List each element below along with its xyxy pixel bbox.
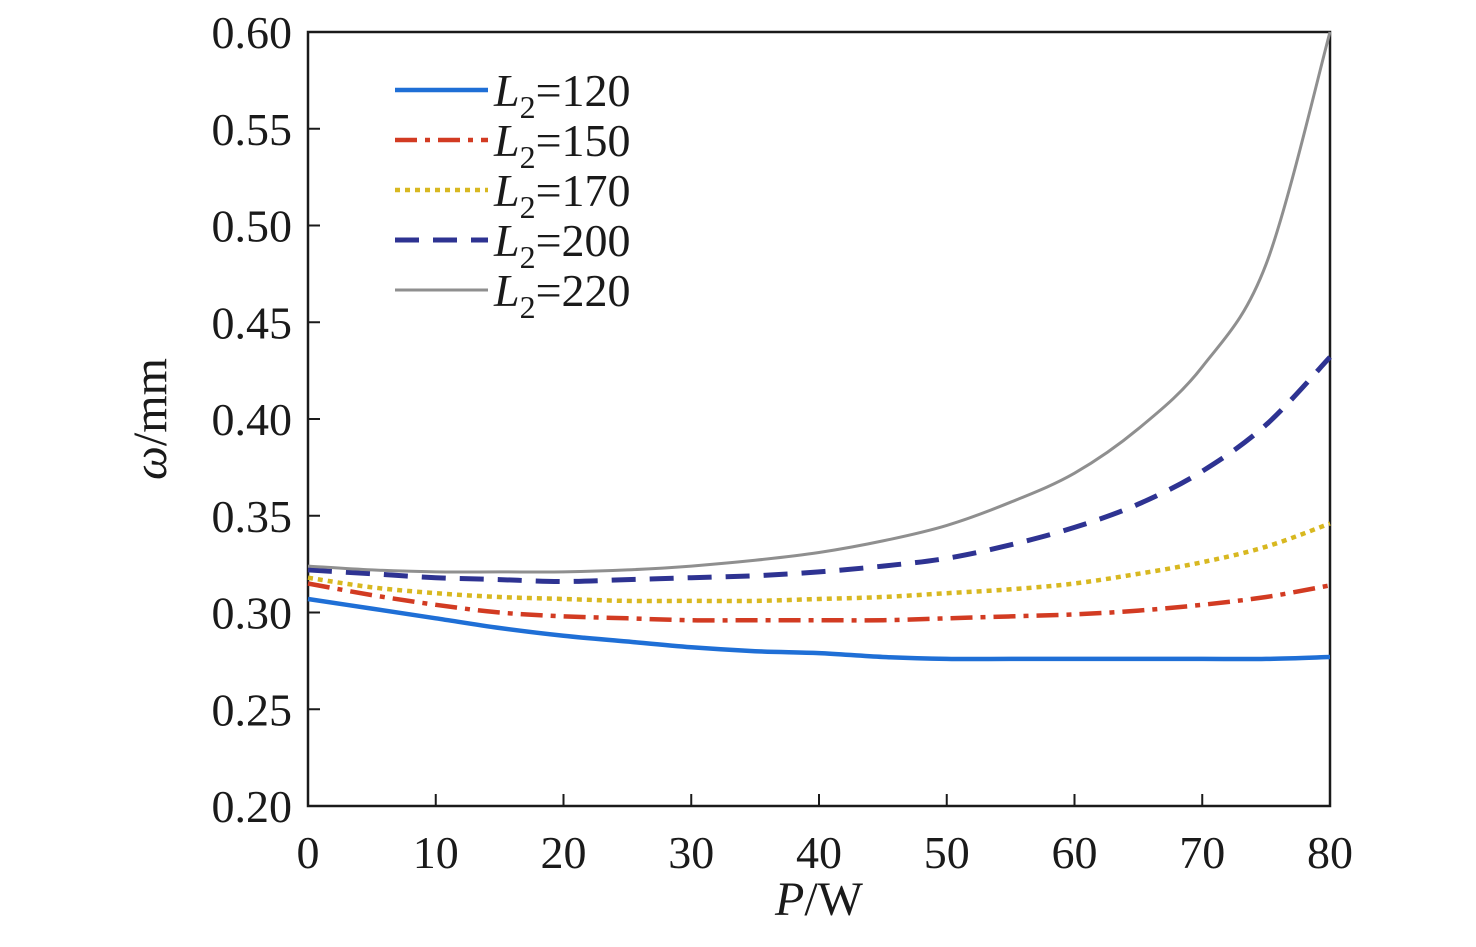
- plot-frame: [306, 30, 1332, 808]
- x-tick-label: 50: [924, 827, 970, 878]
- x-axis-ticks: 0 10 20 30 40 50 60 70 80: [297, 794, 1353, 878]
- legend-label-value: =120: [536, 65, 631, 116]
- y-tick-label: 0.35: [212, 491, 293, 542]
- y-axis-variable: ω: [124, 446, 177, 480]
- legend-label-subscript: 2: [520, 239, 536, 275]
- x-tick-label: 70: [1179, 827, 1225, 878]
- y-tick-label: 0.50: [212, 201, 293, 252]
- series-line-0: [307, 596, 1331, 662]
- legend-label-variable: L: [493, 165, 520, 216]
- legend-item-3: L2=200: [395, 215, 631, 275]
- legend-label-value: =200: [536, 215, 631, 266]
- x-tick-label: 0: [297, 827, 320, 878]
- x-axis-unit: /W: [804, 873, 863, 926]
- legend-label-subscript: 2: [520, 139, 536, 175]
- series-line-4: [307, 31, 1332, 574]
- legend-label-subscript: 2: [520, 189, 536, 225]
- legend-label-variable: L: [493, 115, 520, 166]
- legend-item-1: L2=150: [395, 115, 631, 175]
- legend-label: L2=200: [493, 215, 631, 275]
- legend-label: L2=150: [493, 115, 631, 175]
- x-tick-label: 10: [413, 827, 459, 878]
- y-tick-label: 0.45: [212, 297, 293, 348]
- legend-label-variable: L: [493, 265, 520, 316]
- series-line-1: [307, 581, 1331, 623]
- x-tick-label: 40: [796, 827, 842, 878]
- x-axis-title: P/W: [774, 873, 864, 926]
- x-tick-label: 60: [1052, 827, 1098, 878]
- legend-label-variable: L: [493, 215, 520, 266]
- series-line-3: [307, 355, 1332, 584]
- x-tick-label: 20: [541, 827, 587, 878]
- y-tick-label: 0.20: [212, 781, 293, 832]
- legend-label: L2=220: [493, 265, 631, 325]
- legend-label-subscript: 2: [520, 89, 536, 125]
- legend-label-subscript: 2: [520, 289, 536, 325]
- legend-item-2: L2=170: [395, 165, 631, 225]
- legend-item-0: L2=120: [395, 65, 631, 125]
- series-line-2: [307, 521, 1331, 604]
- y-tick-label: 0.40: [212, 394, 293, 445]
- legend-label-value: =170: [536, 165, 631, 216]
- y-axis-unit: /mm: [124, 358, 177, 446]
- x-tick-label: 80: [1307, 827, 1353, 878]
- y-tick-label: 0.55: [212, 104, 293, 155]
- y-tick-label: 0.30: [212, 588, 293, 639]
- legend-item-4: L2=220: [395, 265, 631, 325]
- legend-label: L2=170: [493, 165, 631, 225]
- x-axis-variable: P: [774, 873, 804, 926]
- legend-label-value: =220: [536, 265, 631, 316]
- y-axis-ticks: 0.20 0.25 0.30 0.35 0.40 0.45 0.50 0.55 0.60: [212, 7, 320, 832]
- legend-label-value: =150: [536, 115, 631, 166]
- series-layer: [307, 31, 1332, 662]
- x-tick-label: 30: [668, 827, 714, 878]
- legend-label: L2=120: [493, 65, 631, 125]
- y-tick-label: 0.25: [212, 684, 293, 735]
- y-axis-title: ω/mm: [124, 358, 177, 480]
- y-tick-label: 0.60: [212, 7, 293, 58]
- legend-label-variable: L: [493, 65, 520, 116]
